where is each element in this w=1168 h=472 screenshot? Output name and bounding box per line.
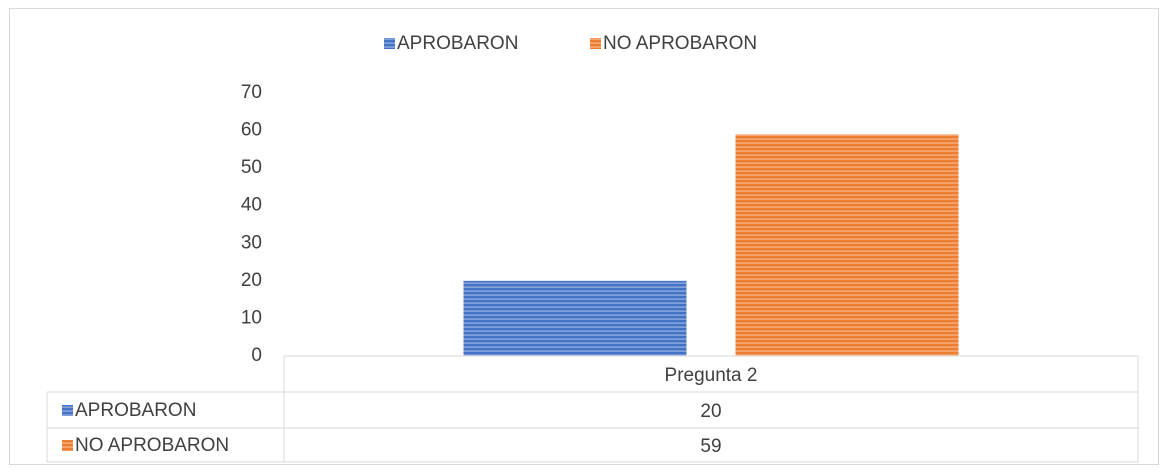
table-swatch [62, 440, 73, 451]
legend-label: APROBARON [397, 33, 518, 54]
y-tick-label: 70 [241, 82, 262, 103]
y-tick-label: 30 [241, 232, 262, 253]
y-tick-label: 10 [241, 307, 262, 328]
legend-swatch [590, 38, 601, 49]
chart-border [9, 8, 1159, 465]
legend-swatch [384, 38, 395, 49]
y-tick-label: 40 [241, 195, 262, 216]
table-value: 59 [700, 436, 721, 457]
table-value: 20 [700, 401, 721, 422]
table-series-label: NO APROBARON [75, 435, 229, 456]
table-series-label: APROBARON [75, 400, 196, 421]
bar [463, 280, 687, 356]
y-tick-label: 20 [241, 270, 262, 291]
bar [735, 134, 959, 356]
y-tick-label: 60 [241, 120, 262, 141]
x-tick-label: Pregunta 2 [665, 365, 758, 386]
y-tick-label: 50 [241, 157, 262, 178]
table-swatch [62, 405, 73, 416]
legend-label: NO APROBARON [603, 33, 757, 54]
y-tick-label: 0 [251, 345, 262, 366]
